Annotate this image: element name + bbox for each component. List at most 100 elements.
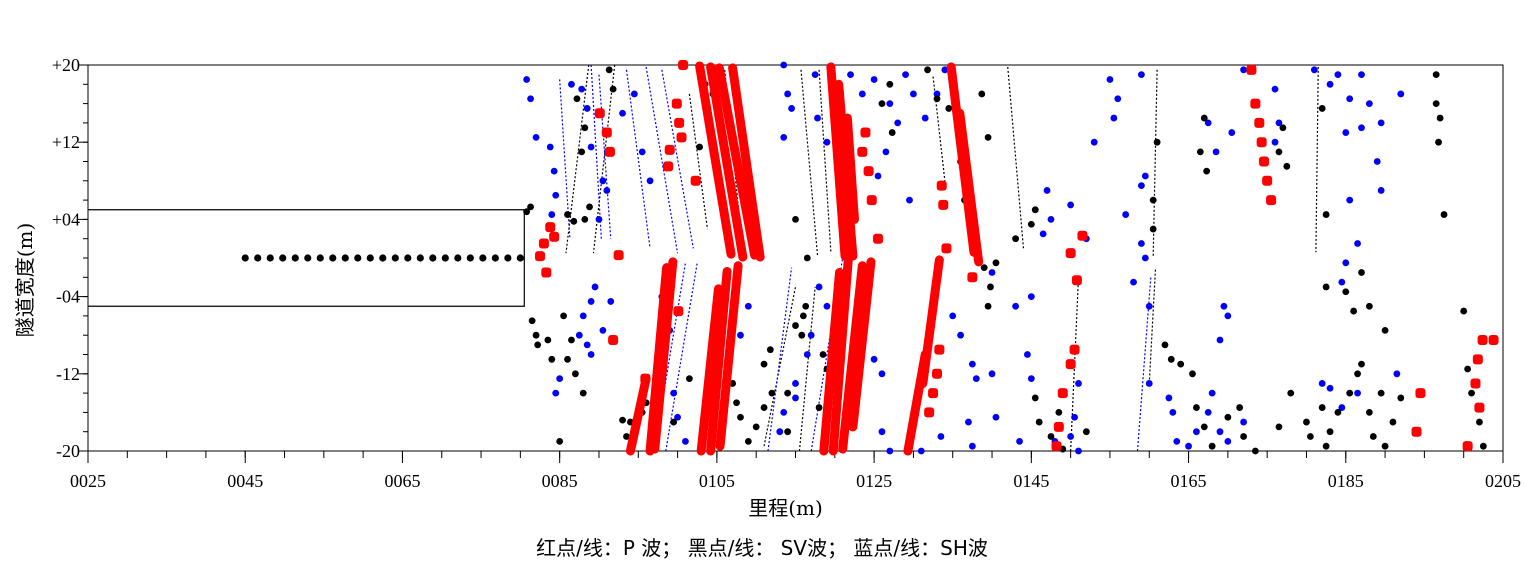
y-tick-label: +20	[52, 55, 80, 75]
point-SH	[1275, 119, 1283, 127]
point-SV	[1203, 167, 1211, 175]
point-SH	[1365, 100, 1373, 107]
point-SH	[552, 389, 560, 397]
point-SV	[564, 211, 571, 218]
point-SH	[917, 447, 925, 455]
x-tick-label: 0205	[1485, 471, 1521, 491]
point-SH	[552, 191, 560, 199]
ray-line-SV	[1148, 267, 1157, 384]
ray-line-SH	[598, 74, 612, 239]
point-SV	[581, 124, 589, 132]
point-P	[924, 407, 935, 418]
point-SH	[1204, 119, 1212, 127]
source-point	[404, 254, 412, 262]
point-SV	[752, 423, 760, 431]
point-SH	[595, 216, 603, 223]
point-SV	[1149, 196, 1157, 204]
point-SV	[744, 437, 752, 445]
point-SV	[1354, 370, 1361, 378]
point-SH	[744, 302, 752, 310]
ray-line-SV	[592, 64, 616, 254]
point-P	[1462, 441, 1473, 452]
point-P	[1266, 195, 1277, 206]
x-tick-label: 0025	[70, 471, 106, 491]
point-P	[690, 175, 701, 186]
point-SV	[1240, 433, 1247, 440]
point-SH	[1067, 433, 1075, 440]
point-P	[1250, 98, 1261, 109]
point-SH	[630, 90, 638, 98]
point-P	[1470, 378, 1481, 389]
point-SH	[1075, 380, 1082, 387]
point-SV	[1358, 269, 1365, 276]
x-tick-label: 0105	[699, 471, 735, 491]
x-tick-label: 0145	[1013, 471, 1049, 491]
point-P	[664, 144, 675, 155]
point-SV	[792, 322, 799, 329]
source-point	[366, 254, 374, 262]
source-point	[441, 254, 449, 262]
source-point	[329, 254, 337, 262]
point-SH	[1224, 312, 1232, 320]
p-wave-trace	[842, 113, 859, 224]
ray-line-SV	[1315, 66, 1319, 253]
point-P	[538, 238, 549, 249]
point-SV	[609, 85, 617, 93]
ray-line-SV	[798, 286, 816, 452]
point-SV	[1435, 138, 1442, 146]
point-SH	[591, 283, 599, 291]
point-SV	[560, 312, 567, 320]
point-SV	[978, 90, 986, 98]
source-point	[379, 254, 387, 262]
point-SV	[737, 413, 744, 421]
x-tick-label: 0185	[1328, 471, 1364, 491]
point-SV	[1031, 206, 1039, 214]
point-SH	[1216, 336, 1224, 344]
source-point	[429, 254, 437, 262]
point-SH	[776, 428, 784, 436]
point-SH	[1377, 119, 1385, 127]
point-SV	[984, 302, 992, 310]
point-SH	[886, 100, 894, 107]
point-SH	[1043, 187, 1051, 194]
point-SH	[874, 172, 882, 180]
point-SV	[564, 355, 571, 363]
point-SV	[579, 389, 587, 397]
point-P	[608, 335, 619, 346]
point-SV	[1055, 409, 1063, 416]
point-SH	[1228, 129, 1236, 136]
point-SH	[1137, 71, 1145, 79]
point-SV	[1358, 360, 1365, 368]
point-SH	[1240, 66, 1247, 74]
point-SV	[945, 105, 953, 112]
p-wave-trace	[625, 374, 651, 456]
point-SV	[1193, 404, 1200, 411]
point-SH	[583, 341, 591, 349]
y-tick-label: -12	[56, 364, 80, 384]
point-SH	[599, 326, 607, 334]
point-SH	[965, 418, 972, 426]
point-SH	[1173, 437, 1181, 445]
source-point	[416, 254, 424, 262]
point-P	[1254, 117, 1265, 128]
source-point	[391, 254, 399, 262]
point-SV	[1279, 124, 1287, 132]
point-SV	[619, 416, 626, 424]
point-P	[535, 251, 546, 262]
point-P	[1077, 230, 1088, 241]
point-SH	[578, 85, 586, 93]
point-SV	[1460, 307, 1468, 315]
point-SV	[528, 317, 536, 325]
point-SH	[1067, 201, 1075, 209]
legend-caption: 红点/线：P 波； 黑点/线： SV波； 蓝点/线：SH波	[536, 536, 988, 560]
point-SH	[1090, 138, 1098, 146]
point-SH	[1137, 182, 1145, 190]
point-SV	[888, 129, 896, 136]
point-SH	[1047, 216, 1055, 223]
point-P	[1069, 344, 1080, 355]
point-P	[1415, 388, 1426, 399]
p-wave-trace	[848, 257, 876, 432]
point-P	[541, 267, 552, 278]
point-P	[1477, 335, 1488, 346]
p-wave-trace	[826, 62, 850, 261]
